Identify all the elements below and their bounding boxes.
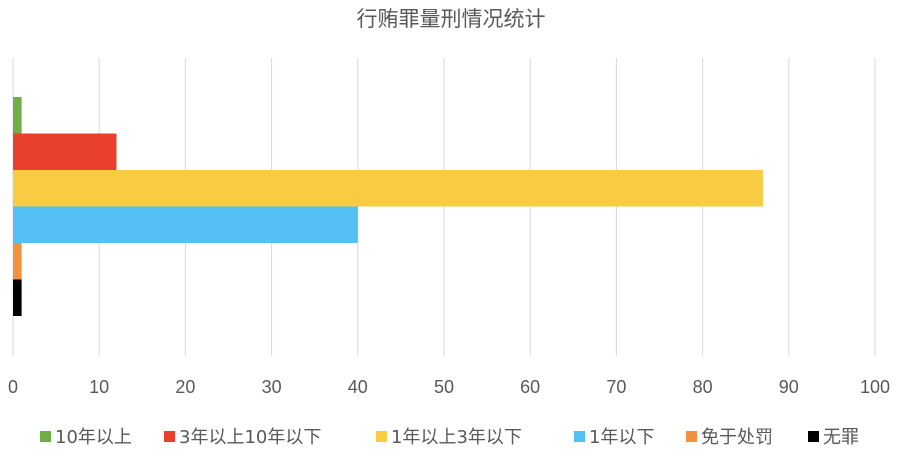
bar-4: [13, 206, 358, 243]
legend-label: 免于处罚: [701, 427, 773, 448]
x-tick-label: 10: [89, 377, 109, 397]
bar-3: [13, 170, 763, 207]
x-tick-label: 90: [779, 377, 799, 397]
legend-swatch: [164, 431, 175, 442]
legend-swatch: [376, 431, 387, 442]
x-tick-label: 50: [434, 377, 454, 397]
legend-label: 无罪: [823, 427, 859, 448]
legend-swatch: [574, 431, 585, 442]
legend-label: 10年以上: [55, 427, 132, 448]
bar-1: [13, 97, 22, 134]
legend-label: 1年以下: [589, 427, 654, 448]
bars: [13, 97, 763, 316]
legend-swatch: [808, 431, 819, 442]
legend-label: 1年以上3年以下: [391, 427, 522, 448]
x-tick-label: 60: [520, 377, 540, 397]
x-tick-label: 80: [693, 377, 713, 397]
x-tick-label: 40: [348, 377, 368, 397]
x-tick-label: 20: [175, 377, 195, 397]
x-tick-label: 0: [8, 377, 18, 397]
bar-2: [13, 133, 117, 170]
bar-5: [13, 243, 22, 280]
x-tick-label: 70: [606, 377, 626, 397]
chart-title: 行贿罪量刑情况统计: [357, 7, 546, 31]
legend-label: 3年以上10年以下: [179, 427, 321, 448]
legend-swatch: [40, 431, 51, 442]
bar-6: [13, 279, 22, 316]
legend-swatch: [686, 431, 697, 442]
x-tick-label: 100: [860, 377, 890, 397]
legend: 10年以上 3年以上10年以下 1年以上3年以下 1年以下 免于处罚 无罪: [40, 427, 859, 448]
x-axis-tick-labels: 0 10 20 30 40 50 60 70 80 90 100: [8, 377, 890, 397]
x-tick-label: 30: [262, 377, 282, 397]
